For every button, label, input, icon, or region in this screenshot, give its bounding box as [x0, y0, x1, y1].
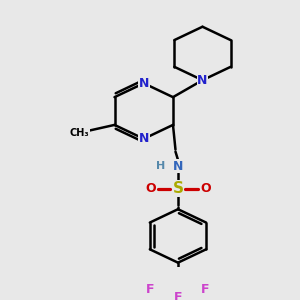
- Text: N: N: [139, 132, 149, 145]
- Text: N: N: [197, 74, 208, 87]
- Text: F: F: [201, 283, 210, 296]
- Text: F: F: [146, 283, 155, 296]
- Text: O: O: [200, 182, 211, 195]
- Text: CH₃: CH₃: [70, 128, 89, 138]
- Text: N: N: [139, 77, 149, 90]
- Text: O: O: [145, 182, 156, 195]
- Text: N: N: [173, 160, 183, 172]
- Text: S: S: [172, 181, 184, 196]
- Text: H: H: [156, 161, 165, 171]
- Text: F: F: [174, 291, 182, 300]
